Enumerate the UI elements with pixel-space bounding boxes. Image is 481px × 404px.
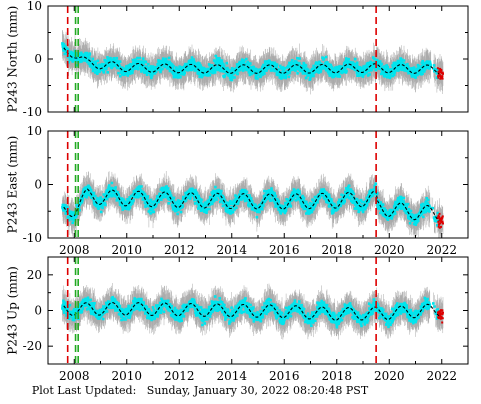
x-tick-label: 2022: [426, 243, 457, 257]
x-tick-label: 2008: [59, 243, 90, 257]
model-line: [63, 188, 440, 222]
footer-datetime: Sunday, January 30, 2022 08:20:48 PST: [146, 384, 369, 397]
x-tick-label: 2016: [269, 243, 300, 257]
y-tick-label: 10: [27, 124, 42, 138]
y-tick-label: -10: [23, 105, 42, 119]
y-tick-label: 0: [34, 52, 42, 66]
x-tick-label: 2010: [111, 369, 142, 383]
y-tick-label: 0: [34, 178, 42, 192]
x-tick-label: 2010: [111, 243, 142, 257]
y-tick-label: -20: [23, 339, 42, 353]
data-cloud: [61, 283, 444, 340]
recent-observations: [436, 212, 444, 229]
footer-label: Plot Last Updated:: [31, 384, 137, 397]
panel-2: 2008 2010 2012 2014 2016 2018 2020 2022 -10 0 10 P2…: [6, 124, 469, 257]
recent-observations: [436, 309, 444, 324]
x-tick-label: 2020: [374, 369, 405, 383]
panel-3: 2008 2010 2012 2014 2016 2018 2020 2022 -20 0 20 P2…: [6, 256, 469, 383]
x-tick-label: 2012: [164, 243, 195, 257]
observations: [61, 295, 439, 329]
x-tick-label: 2020: [374, 243, 405, 257]
x-tick-label: 2022: [426, 369, 457, 383]
recent-observations: [436, 67, 444, 80]
y-tick-label: 0: [34, 304, 42, 318]
y-axis-title: P243 North (mm): [6, 6, 20, 113]
plot-last-updated-footer: Plot Last Updated: Sunday, January 30, 2…: [0, 384, 400, 397]
x-tick-label: 2008: [59, 369, 90, 383]
y-tick-label: 20: [27, 268, 42, 282]
y-tick-label: -10: [23, 231, 42, 245]
x-tick-label: 2016: [269, 369, 300, 383]
x-tick-label: 2014: [216, 243, 247, 257]
observations: [61, 181, 439, 227]
y-axis-title: P243 East (mm): [6, 136, 20, 234]
x-tick-label: 2018: [321, 243, 352, 257]
x-tick-label: 2014: [216, 369, 247, 383]
data-cloud: [61, 171, 444, 238]
y-tick-label: 10: [27, 0, 42, 13]
y-axis-title: P243 Up (mm): [6, 266, 20, 355]
panel-1: -10 0 10 P243 North (mm): [6, 0, 469, 119]
x-tick-label: 2018: [321, 369, 352, 383]
model-line: [63, 47, 440, 75]
x-tick-label: 2012: [164, 369, 195, 383]
data-cloud: [61, 30, 444, 95]
observations: [61, 42, 439, 82]
